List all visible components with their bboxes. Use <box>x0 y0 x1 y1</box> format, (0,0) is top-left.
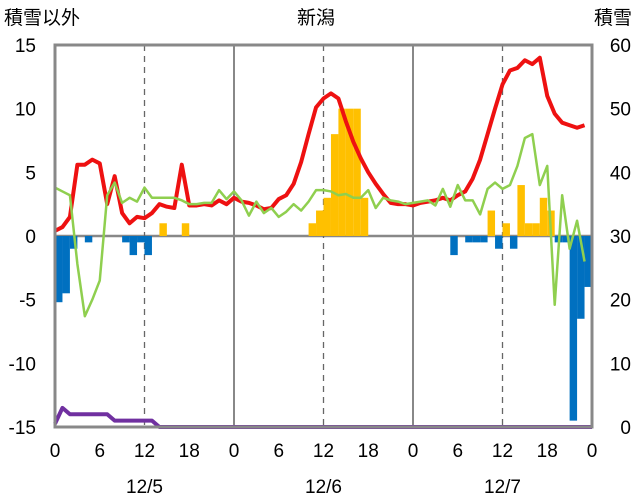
bar <box>360 197 369 236</box>
bar <box>577 236 585 319</box>
x-tick-label: 0 <box>50 441 61 462</box>
x-tick-label: 0 <box>587 441 598 462</box>
bar <box>480 236 488 243</box>
day-label: 12/6 <box>305 477 342 498</box>
bar <box>509 236 518 249</box>
bar <box>584 236 592 287</box>
bar <box>517 185 525 236</box>
right-tick-label: 50 <box>610 100 631 121</box>
left-tick-label: 5 <box>25 163 36 184</box>
x-tick-label: 6 <box>273 441 284 462</box>
bar-layer <box>55 108 592 421</box>
bar <box>84 236 93 243</box>
x-tick-label: 12 <box>134 441 155 462</box>
bar <box>330 134 339 236</box>
x-tick-label: 18 <box>537 441 558 462</box>
plot-frame <box>53 43 594 429</box>
right-tick-label: 60 <box>610 36 631 57</box>
bar <box>539 197 548 236</box>
left-tick-label: -15 <box>9 418 36 439</box>
x-tick-label: 18 <box>179 441 200 462</box>
right-tick-label: 10 <box>610 354 631 375</box>
right-tick-label: 40 <box>610 163 631 184</box>
bar <box>129 236 138 256</box>
bar <box>532 223 540 236</box>
bar <box>569 236 578 421</box>
bar <box>69 236 78 249</box>
bar <box>562 236 570 243</box>
bar <box>338 108 346 236</box>
x-tick-label: 12 <box>492 441 513 462</box>
series-line-red <box>54 55 586 233</box>
bar <box>316 210 324 236</box>
left-tick-label: 0 <box>25 227 36 248</box>
x-tick-label: 6 <box>94 441 105 462</box>
left-tick-label: -5 <box>19 291 36 312</box>
x-tick-label: 0 <box>408 441 419 462</box>
bar <box>159 223 167 236</box>
bar <box>502 223 510 236</box>
right-tick-label: 30 <box>610 227 631 248</box>
day-label: 12/7 <box>484 477 521 498</box>
chart-title: 新潟 <box>297 7 335 29</box>
bar <box>450 236 458 256</box>
series-line-green <box>54 132 586 318</box>
x-tick-label: 0 <box>229 441 240 462</box>
bar <box>55 236 63 303</box>
bar <box>345 108 354 236</box>
bar <box>487 210 496 236</box>
left-tick-label: 10 <box>15 100 36 121</box>
bar <box>308 223 317 236</box>
bar <box>495 236 503 249</box>
series-line-purple <box>53 405 592 429</box>
x-tick-label: 18 <box>358 441 379 462</box>
left-tick-label: -10 <box>9 354 36 375</box>
x-tick-label: 12 <box>313 441 334 462</box>
bar <box>62 236 70 294</box>
bar <box>465 236 473 243</box>
bar <box>137 236 145 243</box>
bar <box>181 223 190 236</box>
x-tick-label: 6 <box>452 441 463 462</box>
right-tick-label: 0 <box>620 418 631 439</box>
bar <box>524 223 533 236</box>
line-layer <box>53 55 592 429</box>
bar <box>122 236 130 243</box>
day-label: 12/5 <box>126 477 163 498</box>
left-axis-label: 積雪以外 <box>4 7 80 29</box>
left-tick-label: 15 <box>15 36 36 57</box>
bar <box>323 197 331 236</box>
bar <box>144 236 152 256</box>
bar <box>353 108 361 236</box>
right-axis-label: 積雪 <box>594 7 632 29</box>
right-tick-label: 20 <box>610 291 631 312</box>
bar <box>472 236 481 243</box>
